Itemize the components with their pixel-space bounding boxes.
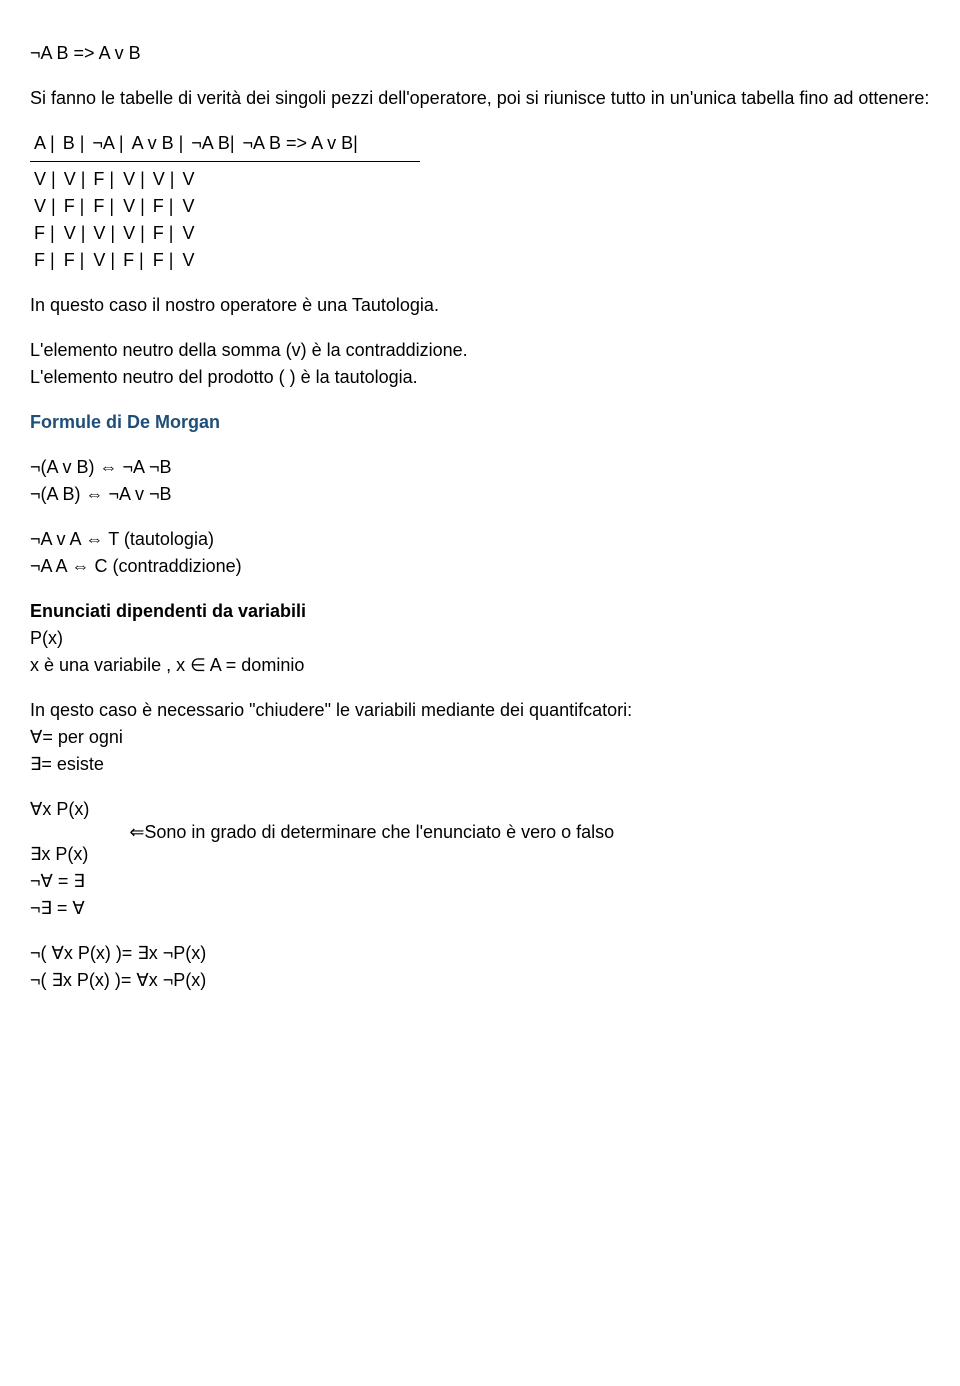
td: F | [119, 247, 149, 274]
demorgan-1: ¬(A v B) ⇔ ¬A ¬B [30, 454, 930, 481]
forall-def: ∀= per ogni [30, 724, 930, 751]
table-row: F | V | V | V | F | V [30, 220, 198, 247]
exists-px: ∃x P(x) [30, 841, 89, 868]
quantified-examples: ∀x P(x) ∃x P(x) ⇐Sono in grado di determ… [30, 796, 930, 868]
forall-px: ∀x P(x) [30, 796, 89, 823]
th: A | [30, 130, 59, 157]
th: A v B | [128, 130, 188, 157]
td: V | [119, 166, 149, 193]
td: V | [30, 166, 60, 193]
td: V | [119, 220, 149, 247]
th: B | [59, 130, 89, 157]
td: F | [60, 193, 90, 220]
td: V | [149, 166, 179, 193]
th: ¬A | [88, 130, 127, 157]
td: F | [149, 193, 179, 220]
th: ¬A B| [187, 130, 238, 157]
neg-exists: ¬∃ = ∀ [30, 895, 930, 922]
equation-top: ¬A B => A v B [30, 40, 930, 67]
domain-line: x è una variabile , x ∈ A = dominio [30, 652, 930, 679]
truth-table: A | B | ¬A | A v B | ¬A B| ¬A B => A v B… [30, 130, 930, 274]
neg-rule-1: ¬( ∀x P(x) )= ∃x ¬P(x) [30, 940, 930, 967]
section-title-predicates: Enunciati dipendenti da variabili [30, 598, 930, 625]
td: V [178, 247, 198, 274]
table-rule [30, 161, 420, 162]
paragraph-neutral-sum: L'elemento neutro della somma (v) è la c… [30, 337, 930, 364]
paragraph-neutral-prod: L'elemento neutro del prodotto ( ) è la … [30, 364, 930, 391]
demorgan-2: ¬(A B) ⇔ ¬A v ¬B [30, 481, 930, 508]
neg-rule-2: ¬( ∃x P(x) )= ∀x ¬P(x) [30, 967, 930, 994]
th: ¬A B => A v B| [239, 130, 362, 157]
td: F | [30, 247, 60, 274]
td: F | [60, 247, 90, 274]
td: V [178, 193, 198, 220]
predicate-px: P(x) [30, 625, 930, 652]
td: F | [149, 220, 179, 247]
table-row: V | V | F | V | V | V [30, 166, 198, 193]
td: V | [119, 193, 149, 220]
quantifier-intro: In qesto caso è necessario "chiudere" le… [30, 697, 930, 724]
td: F | [149, 247, 179, 274]
tautology-law: ¬A v A ⇔ T (tautologia) [30, 526, 930, 553]
td: V | [89, 220, 119, 247]
spacer [30, 825, 89, 839]
table-header-row: A | B | ¬A | A v B | ¬A B| ¬A B => A v B… [30, 130, 362, 157]
paragraph-tautology: In questo caso il nostro operatore è una… [30, 292, 930, 319]
table-row: V | F | F | V | F | V [30, 193, 198, 220]
td: V | [89, 247, 119, 274]
determination-note: ⇐Sono in grado di determinare che l'enun… [129, 819, 614, 846]
td: F | [30, 220, 60, 247]
td: V [178, 166, 198, 193]
td: V | [60, 220, 90, 247]
td: F | [89, 166, 119, 193]
exists-def: ∃= esiste [30, 751, 930, 778]
paragraph-intro: Si fanno le tabelle di verità dei singol… [30, 85, 930, 112]
contradiction-law: ¬A A ⇔ C (contraddizione) [30, 553, 930, 580]
td: V | [60, 166, 90, 193]
td: V [178, 220, 198, 247]
td: V | [30, 193, 60, 220]
neg-forall: ¬∀ = ∃ [30, 868, 930, 895]
section-title-demorgan: Formule di De Morgan [30, 409, 930, 436]
td: F | [89, 193, 119, 220]
table-row: F | F | V | F | F | V [30, 247, 198, 274]
